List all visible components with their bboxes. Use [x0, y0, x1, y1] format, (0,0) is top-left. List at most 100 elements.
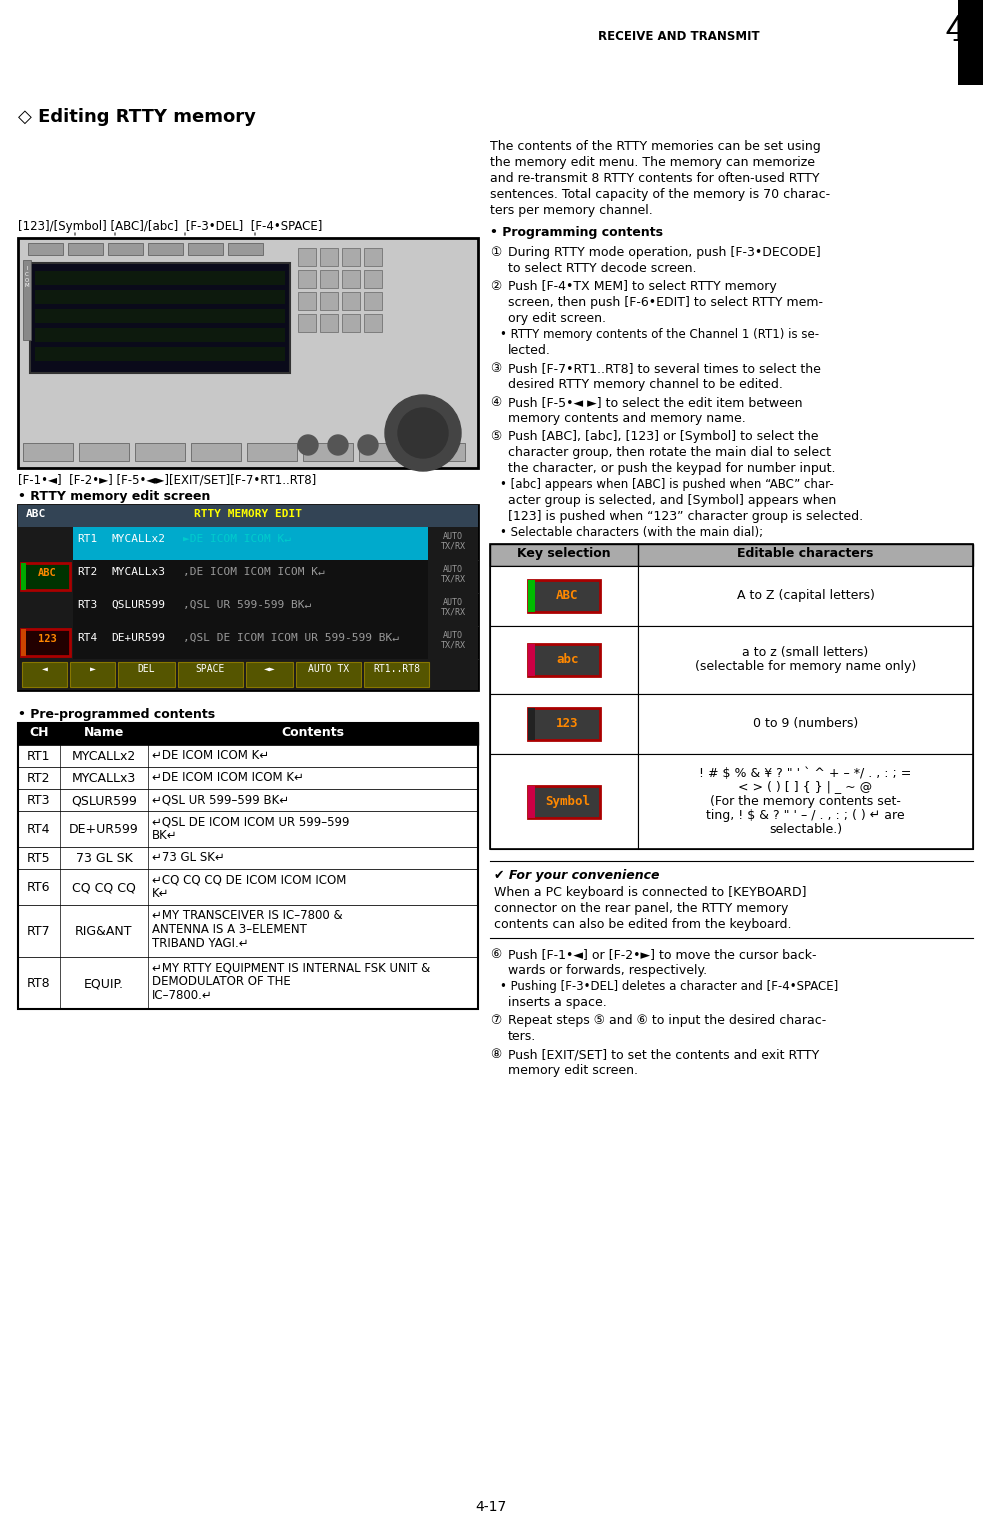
Text: memory edit screen.: memory edit screen.: [508, 1063, 638, 1077]
Bar: [490, 693, 638, 754]
Text: (For the memory contents set-: (For the memory contents set-: [710, 795, 901, 807]
Bar: [79, 443, 129, 461]
Bar: [18, 812, 478, 846]
Text: K↵: K↵: [152, 887, 169, 900]
Text: DEMODULATOR OF THE: DEMODULATOR OF THE: [152, 975, 291, 988]
Bar: [28, 243, 63, 255]
Text: A to Z (capital letters): A to Z (capital letters): [736, 589, 875, 602]
Bar: [18, 724, 478, 745]
Bar: [320, 270, 338, 288]
Bar: [638, 693, 973, 754]
Bar: [35, 309, 285, 323]
Circle shape: [328, 435, 348, 455]
Bar: [73, 627, 428, 658]
Text: Push [F-4•TX MEM] to select RTTY memory: Push [F-4•TX MEM] to select RTTY memory: [508, 281, 777, 293]
Bar: [18, 505, 478, 526]
Text: • RTTY memory contents of the Channel 1 (RT1) is se-: • RTTY memory contents of the Channel 1 …: [500, 328, 819, 341]
Bar: [30, 262, 290, 373]
Text: 73 GL SK: 73 GL SK: [76, 853, 133, 865]
Text: The contents of the RTTY memories can be set using: The contents of the RTTY memories can be…: [490, 140, 821, 153]
Text: ABC: ABC: [556, 589, 579, 602]
Bar: [18, 627, 73, 658]
Text: the character, or push the keypad for number input.: the character, or push the keypad for nu…: [508, 463, 836, 475]
Text: contents can also be edited from the keyboard.: contents can also be edited from the key…: [494, 918, 791, 931]
Text: a to z (small letters): a to z (small letters): [742, 646, 869, 658]
Text: QSLUR599: QSLUR599: [71, 793, 137, 807]
Bar: [18, 745, 478, 768]
Circle shape: [385, 394, 461, 470]
Bar: [298, 247, 316, 265]
Bar: [18, 560, 73, 593]
Text: During RTTY mode operation, push [F-3•DECODE]: During RTTY mode operation, push [F-3•DE…: [508, 246, 821, 259]
Text: When a PC keyboard is connected to [KEYBOARD]: When a PC keyboard is connected to [KEYB…: [494, 886, 806, 900]
Text: RT3: RT3: [28, 793, 51, 807]
Text: RT6: RT6: [28, 881, 51, 894]
Bar: [246, 661, 293, 687]
Text: TX/RX: TX/RX: [440, 607, 466, 616]
Text: Editable characters: Editable characters: [737, 548, 874, 560]
Bar: [21, 563, 26, 590]
Text: CQ CQ CQ: CQ CQ CQ: [72, 881, 136, 894]
Text: AUTO: AUTO: [443, 564, 463, 573]
Text: ◄: ◄: [41, 664, 47, 674]
Bar: [490, 627, 638, 693]
Bar: [638, 627, 973, 693]
Bar: [320, 291, 338, 309]
Bar: [298, 270, 316, 288]
Text: ►DE ICOM ICOM K↵: ►DE ICOM ICOM K↵: [183, 534, 291, 545]
Bar: [490, 545, 973, 566]
Bar: [428, 526, 478, 560]
Text: ⑧: ⑧: [490, 1048, 501, 1060]
Bar: [18, 846, 478, 869]
Text: Push [F-1•◄] or [F-2•►] to move the cursor back-: Push [F-1•◄] or [F-2•►] to move the curs…: [508, 948, 817, 960]
Text: desired RTTY memory channel to be edited.: desired RTTY memory channel to be edited…: [508, 378, 782, 391]
Text: abc: abc: [556, 652, 579, 666]
Text: TRIBAND YAGI.↵: TRIBAND YAGI.↵: [152, 938, 249, 950]
Bar: [18, 658, 478, 690]
Text: selectable.): selectable.): [769, 822, 842, 836]
Text: ters.: ters.: [508, 1030, 537, 1044]
Text: 4: 4: [945, 14, 970, 49]
Bar: [958, 0, 983, 85]
Text: ! # $ % & ¥ ? " ' ` ^ + – */ . , : ; =: ! # $ % & ¥ ? " ' ` ^ + – */ . , : ; =: [699, 766, 911, 780]
Text: RT8: RT8: [28, 977, 51, 991]
Text: AUTO: AUTO: [443, 631, 463, 640]
Text: RT4: RT4: [28, 824, 51, 836]
Text: ↵MY RTTY EQUIPMENT IS INTERNAL FSK UNIT &: ↵MY RTTY EQUIPMENT IS INTERNAL FSK UNIT …: [152, 960, 431, 974]
Text: ✔ For your convenience: ✔ For your convenience: [494, 869, 660, 881]
Text: AUTO TX: AUTO TX: [308, 664, 349, 674]
Bar: [528, 786, 535, 818]
Bar: [638, 754, 973, 850]
Bar: [342, 314, 360, 332]
Text: • Pushing [F-3•DEL] deletes a character and [F-4•SPACE]: • Pushing [F-3•DEL] deletes a character …: [500, 980, 838, 994]
Bar: [35, 347, 285, 361]
Bar: [528, 786, 600, 818]
Bar: [73, 593, 428, 627]
Text: screen, then push [F-6•EDIT] to select RTTY mem-: screen, then push [F-6•EDIT] to select R…: [508, 296, 823, 309]
Text: ⑥: ⑥: [490, 948, 501, 960]
Bar: [528, 708, 535, 740]
Text: Contents: Contents: [281, 727, 344, 739]
Bar: [21, 630, 70, 655]
Circle shape: [358, 435, 378, 455]
Text: ,QSL UR 599-599 BK↵: ,QSL UR 599-599 BK↵: [183, 601, 312, 610]
Text: ►: ►: [89, 664, 95, 674]
Bar: [490, 754, 638, 850]
Text: RT1: RT1: [77, 534, 97, 545]
Text: ④: ④: [490, 396, 501, 410]
Text: < > ( ) [ ] { } | _ ~ @: < > ( ) [ ] { } | _ ~ @: [738, 781, 873, 793]
Bar: [528, 708, 600, 740]
Text: TX/RX: TX/RX: [440, 573, 466, 583]
Text: acter group is selected, and [Symbol] appears when: acter group is selected, and [Symbol] ap…: [508, 495, 837, 507]
Bar: [35, 272, 285, 285]
Bar: [188, 243, 223, 255]
Bar: [342, 270, 360, 288]
Text: the memory edit menu. The memory can memorize: the memory edit menu. The memory can mem…: [490, 156, 815, 168]
Text: • Pre-programmed contents: • Pre-programmed contents: [18, 708, 215, 721]
Bar: [18, 869, 478, 906]
Text: ①: ①: [490, 246, 501, 259]
Text: DE+UR599: DE+UR599: [69, 824, 139, 836]
Text: Push [ABC], [abc], [123] or [Symbol] to select the: Push [ABC], [abc], [123] or [Symbol] to …: [508, 429, 819, 443]
Bar: [638, 566, 973, 627]
Text: ◄►: ◄►: [263, 664, 275, 674]
